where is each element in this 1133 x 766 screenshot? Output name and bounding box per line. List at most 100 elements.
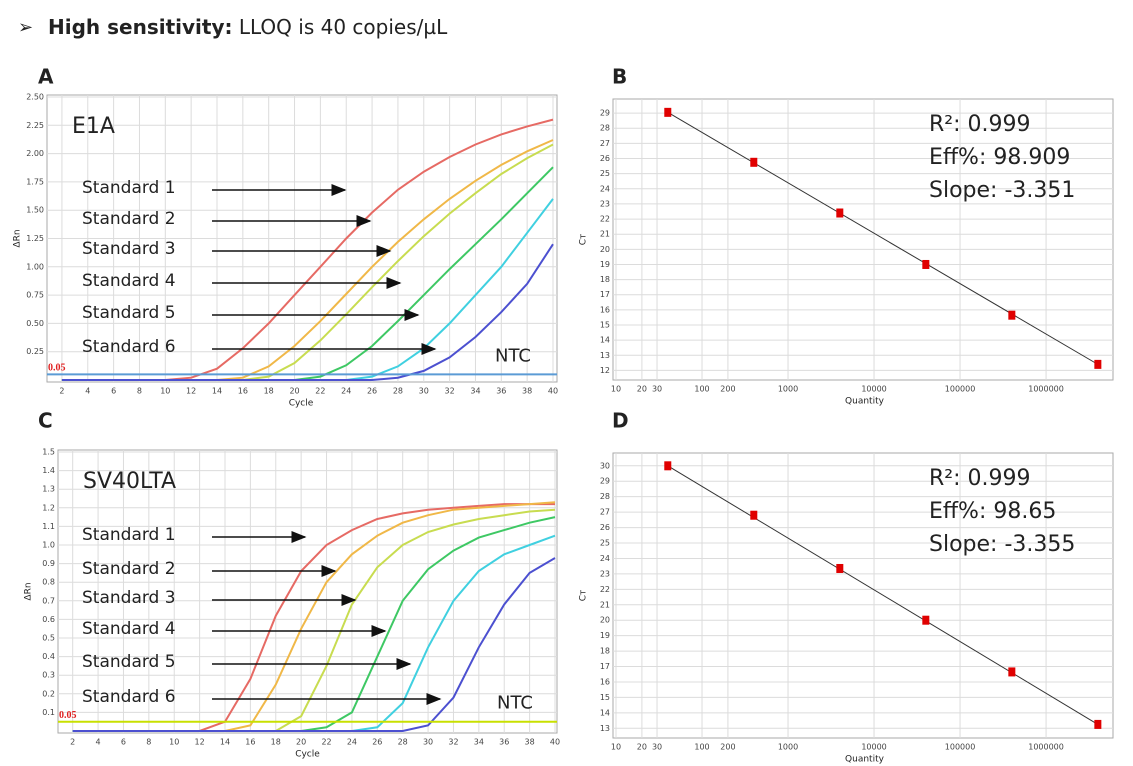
data-point: [1094, 719, 1102, 729]
x-tick-label: 36: [499, 738, 509, 747]
y-tick-label: 26: [600, 523, 610, 532]
y-tick-label: 28: [600, 124, 610, 133]
x-tick-label: 34: [474, 738, 484, 747]
y-tick-label: 29: [600, 477, 610, 486]
standard-label: Standard 6: [82, 687, 176, 707]
amplification-curve: [72, 557, 556, 732]
y-tick-label: 26: [600, 154, 610, 163]
data-point: [836, 208, 844, 218]
y-tick-label: 23: [600, 199, 610, 208]
y-tick-label: 2.25: [26, 121, 44, 130]
y-tick-label: 23: [600, 569, 610, 578]
header: High sensitivity: LLOQ is 40 copies/µL: [48, 15, 448, 39]
x-tick-label: 20: [637, 743, 647, 752]
plot-area: [612, 98, 1114, 381]
y-axis-label: Cт: [579, 234, 589, 246]
x-axis-label: Cycle: [295, 750, 320, 760]
y-tick-label: 14: [600, 708, 610, 717]
y-tick-label: 20: [600, 616, 610, 625]
standard-label: Standard 3: [82, 588, 176, 608]
x-tick-label: 24: [347, 738, 357, 747]
x-tick-label: 26: [367, 387, 377, 396]
x-tick-label: 1000: [778, 743, 798, 752]
x-tick-label: 10: [169, 738, 179, 747]
y-tick-label: 18: [600, 275, 610, 284]
y-tick-label: 27: [600, 508, 610, 517]
y-tick-label: 13: [600, 351, 610, 360]
x-tick-label: 100000: [945, 743, 976, 752]
y-tick-label: 21: [600, 600, 610, 609]
panel-letter: D: [612, 409, 629, 433]
x-tick-label: 6: [111, 387, 116, 396]
x-tick-label: 40: [548, 387, 558, 396]
y-tick-label: 1.50: [26, 206, 44, 215]
y-tick-label: 27: [600, 139, 610, 148]
y-tick-label: 24: [600, 554, 610, 563]
y-tick-label: 22: [600, 215, 610, 224]
x-tick-label: 12: [195, 738, 205, 747]
x-tick-label: 2: [59, 387, 64, 396]
x-tick-label: 10: [160, 387, 170, 396]
y-tick-label: 1.2: [42, 503, 55, 512]
data-point: [1008, 310, 1016, 320]
standard-label: Standard 4: [82, 271, 176, 291]
y-tick-label: 0.7: [42, 596, 55, 605]
data-point: [1008, 667, 1016, 677]
y-tick-label: 0.8: [42, 578, 55, 587]
x-tick-label: 16: [245, 738, 255, 747]
data-point: [922, 615, 930, 625]
x-tick-label: 18: [271, 738, 281, 747]
standard-label: Standard 4: [82, 619, 176, 639]
x-tick-label: 22: [315, 387, 325, 396]
x-tick-label: 30: [652, 385, 662, 394]
y-tick-label: 16: [600, 305, 610, 314]
x-tick-label: 1000000: [1028, 385, 1064, 394]
panel-letter: C: [38, 409, 53, 433]
fit-stat: R²: 0.999: [929, 466, 1031, 491]
x-tick-label: 12: [186, 387, 196, 396]
y-tick-label: 0.2: [42, 689, 55, 698]
y-tick-label: 16: [600, 677, 610, 686]
fit-stat: Eff%: 98.65: [929, 499, 1056, 524]
x-axis-label: Quantity: [845, 397, 885, 407]
y-tick-label: 20: [600, 245, 610, 254]
fit-stat: Slope: -3.355: [929, 532, 1075, 557]
x-tick-label: 1000: [778, 385, 798, 394]
standard-label: Standard 1: [82, 525, 176, 545]
fit-stat: Slope: -3.351: [929, 178, 1075, 203]
x-tick-label: 26: [372, 738, 382, 747]
x-tick-label: 32: [445, 387, 455, 396]
x-tick-label: 100: [694, 743, 709, 752]
standard-label: Standard 5: [82, 303, 176, 323]
y-tick-label: 2.50: [26, 93, 44, 102]
y-tick-label: 19: [600, 631, 610, 640]
y-tick-label: 1.25: [26, 234, 44, 243]
x-axis-label: Quantity: [845, 755, 885, 765]
ntc-label: NTC: [497, 693, 533, 714]
y-tick-label: 25: [600, 539, 610, 548]
y-tick-label: 15: [600, 693, 610, 702]
x-tick-label: 10000: [861, 385, 886, 394]
x-tick-label: 14: [212, 387, 222, 396]
fit-stat: R²: 0.999: [929, 112, 1031, 137]
y-tick-label: 1.0: [42, 541, 55, 550]
y-tick-label: 25: [600, 169, 610, 178]
data-point: [836, 563, 844, 573]
standard-label: Standard 1: [82, 178, 176, 198]
y-tick-label: 1.75: [26, 177, 44, 186]
x-tick-label: 10000: [861, 743, 886, 752]
x-tick-label: 36: [496, 387, 506, 396]
x-tick-label: 18: [264, 387, 274, 396]
data-point: [750, 157, 758, 167]
y-tick-label: 0.6: [42, 615, 55, 624]
data-point: [922, 259, 930, 269]
fit-stat: Eff%: 98.909: [929, 145, 1070, 170]
x-tick-label: 16: [238, 387, 248, 396]
y-tick-label: 15: [600, 321, 610, 330]
y-tick-label: 14: [600, 336, 610, 345]
y-axis-label: ΔRn: [13, 229, 23, 247]
y-tick-label: 0.9: [42, 559, 55, 568]
x-tick-label: 14: [220, 738, 230, 747]
y-tick-label: 0.25: [26, 347, 44, 356]
y-tick-label: 12: [600, 366, 610, 375]
